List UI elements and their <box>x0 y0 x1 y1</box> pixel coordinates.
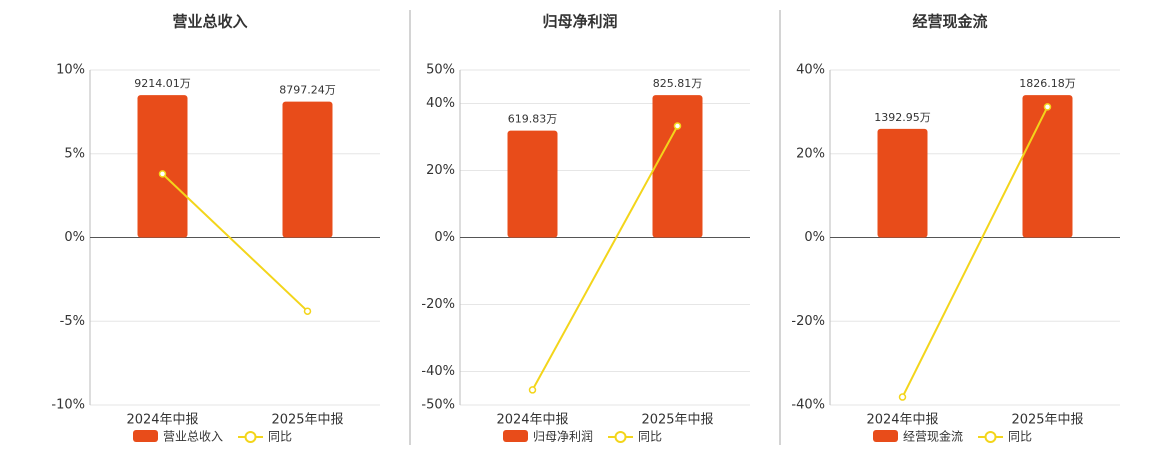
chart-title: 营业总收入 <box>172 13 247 31</box>
bar <box>877 128 928 238</box>
y-tick-label: 0% <box>804 230 825 245</box>
legend-marker <box>614 431 627 443</box>
value-label: 825.81万 <box>653 77 703 90</box>
y-tick-label: 40% <box>796 63 825 78</box>
legend-marker <box>984 431 997 443</box>
bar <box>507 130 558 238</box>
y-tick-label: 50% <box>426 63 455 78</box>
line-point <box>303 307 312 315</box>
y-tick-label: 5% <box>64 146 85 161</box>
line-point <box>673 122 682 130</box>
value-label: 1392.95万 <box>874 111 931 124</box>
y-tick-label: 0% <box>434 230 455 245</box>
x-tick-label: 2024年中报 <box>496 413 568 428</box>
legend-label: 营业总收入 <box>163 430 223 444</box>
y-tick-label: -20% <box>421 297 455 312</box>
legend-label: 同比 <box>1008 430 1032 444</box>
value-label: 1826.18万 <box>1019 77 1076 90</box>
y-tick-label: -10% <box>51 398 85 413</box>
line <box>161 173 309 312</box>
line-point <box>158 170 167 178</box>
x-tick-label: 2024年中报 <box>866 413 938 428</box>
line-point <box>528 386 537 394</box>
legend-label: 同比 <box>268 430 292 444</box>
x-tick-label: 2025年中报 <box>271 413 343 428</box>
y-tick-label: 40% <box>426 96 455 111</box>
y-tick-label: -5% <box>60 314 85 329</box>
legend-swatch <box>133 430 158 442</box>
y-tick-label: 10% <box>56 63 85 78</box>
legend-label: 经营现金流 <box>903 429 963 444</box>
legend-label: 归母净利润 <box>533 430 593 444</box>
y-tick-label: 0% <box>64 230 85 245</box>
y-tick-label: 20% <box>796 146 825 161</box>
legend-swatch <box>503 430 528 442</box>
value-label: 8797.24万 <box>279 84 336 97</box>
line <box>531 125 679 391</box>
line <box>901 106 1049 398</box>
chart-title: 经营现金流 <box>912 13 987 31</box>
legend-marker <box>244 431 257 443</box>
value-label: 619.83万 <box>508 113 558 126</box>
bar <box>137 95 188 238</box>
x-tick-label: 2025年中报 <box>1011 413 1083 428</box>
x-tick-label: 2024年中报 <box>126 413 198 428</box>
y-tick-label: 20% <box>426 163 455 178</box>
value-label: 9214.01万 <box>134 77 191 90</box>
y-tick-label: -40% <box>421 364 455 379</box>
bar <box>652 95 703 238</box>
bar <box>1022 95 1073 238</box>
y-tick-label: -40% <box>791 398 825 413</box>
y-tick-label: -50% <box>421 398 455 413</box>
line-point <box>1043 103 1052 111</box>
legend-label: 同比 <box>638 430 662 444</box>
chart-title: 归母净利润 <box>542 13 617 31</box>
bar <box>282 101 333 238</box>
y-tick-label: -20% <box>791 314 825 329</box>
x-tick-label: 2025年中报 <box>641 413 713 428</box>
line-point <box>898 393 907 401</box>
legend-swatch <box>873 430 898 442</box>
